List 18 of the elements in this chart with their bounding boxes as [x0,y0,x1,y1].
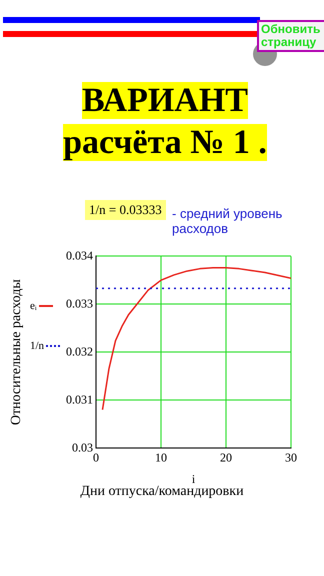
legend-label: 1/n [30,340,44,352]
chart-title: ВАРИАНТ расчёта № 1 . [63,82,267,161]
y-tick-label: 0.03 [72,440,93,454]
x-tick-label: 0 [93,450,99,465]
text: Обновить страницу [257,20,324,52]
y-tick-label: 0.033 [66,296,93,310]
y-tick-label: 0.034 [66,248,93,262]
text: Дни отпуска/командировки [79,484,245,500]
y-tick-label: 0.031 [66,392,93,406]
x-tick-label: 10 [155,450,167,465]
legend-label: eᵢ [30,300,37,312]
y-axis-title: Относительные расходы [9,278,24,426]
x-axis-title: i [192,472,196,486]
x-tick-label: 30 [285,450,297,465]
y-tick-label: 0.032 [66,344,93,358]
text: 1/n = 0.03333 [85,200,166,220]
x-tick-label: 20 [220,450,232,465]
text: - средний уровень расходов [172,206,284,236]
